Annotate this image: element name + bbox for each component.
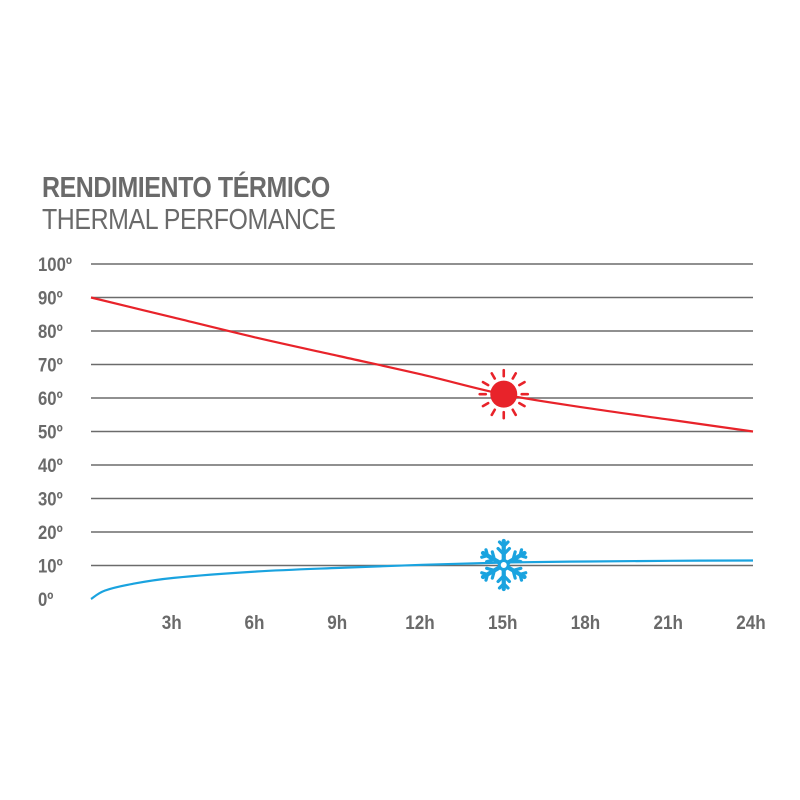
x-tick-label: 9h	[327, 612, 347, 633]
y-tick-label: 20º	[38, 522, 63, 543]
sun-icon	[478, 368, 530, 420]
x-tick-label: 24h	[736, 612, 765, 633]
y-tick-label: 100º	[38, 254, 72, 275]
snowflake-icon	[480, 538, 528, 592]
chart-subtitle: THERMAL PERFOMANCE	[42, 204, 336, 236]
series-line-hot	[90, 296, 754, 433]
x-tick-label: 12h	[405, 612, 434, 633]
x-tick-label: 3h	[162, 612, 182, 633]
y-tick-label: 30º	[38, 489, 63, 510]
y-tick-label: 10º	[38, 556, 63, 577]
x-tick-label: 21h	[654, 612, 683, 633]
y-tick-label: 40º	[38, 455, 63, 476]
y-tick-label: 90º	[38, 288, 63, 309]
x-tick-label: 6h	[245, 612, 265, 633]
series-line-cold	[90, 559, 754, 600]
y-tick-label: 80º	[38, 321, 63, 342]
chart-title: RENDIMIENTO TÉRMICO	[42, 172, 330, 204]
x-tick-label: 18h	[571, 612, 600, 633]
y-tick-label: 0º	[38, 589, 54, 610]
y-tick-label: 60º	[38, 388, 63, 409]
y-tick-label: 50º	[38, 422, 63, 443]
y-tick-label: 70º	[38, 355, 63, 376]
x-tick-label: 15h	[488, 612, 517, 633]
